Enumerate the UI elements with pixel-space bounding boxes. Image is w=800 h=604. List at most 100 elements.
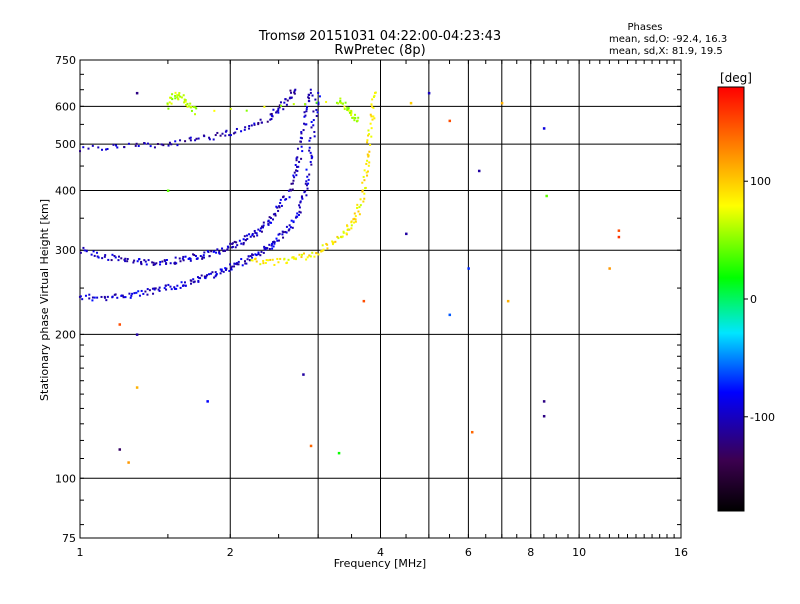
trace-point: [199, 255, 202, 258]
trace-point: [273, 242, 276, 245]
trace-point: [174, 140, 177, 143]
trace-point: [116, 146, 119, 149]
trace-point: [369, 122, 372, 125]
trace-point: [264, 261, 267, 264]
trace-point: [133, 292, 136, 295]
trace-point: [200, 274, 203, 277]
trace-point: [193, 280, 196, 283]
trace-point: [272, 108, 275, 111]
trace-point: [85, 250, 88, 253]
trace-point: [151, 287, 154, 290]
trace-point: [142, 292, 145, 295]
trace-point: [331, 243, 334, 246]
trace-point: [100, 148, 103, 151]
trace-point: [136, 260, 139, 263]
trace-point: [291, 226, 294, 229]
trace-point: [121, 294, 124, 297]
trace-point: [91, 296, 94, 299]
trace-point: [227, 246, 230, 249]
trace-point: [120, 257, 123, 260]
trace-point: [366, 139, 369, 142]
trace-point: [354, 117, 357, 120]
trace-point: [306, 256, 309, 259]
trace-point: [246, 258, 249, 261]
trace-point: [272, 218, 275, 221]
trace-point: [169, 285, 172, 288]
trace-point: [233, 265, 236, 268]
trace-point: [362, 175, 365, 178]
trace-point: [350, 227, 353, 230]
trace-point: [300, 256, 303, 259]
trace-point: [306, 106, 309, 109]
trace-point: [368, 161, 371, 164]
trace-point: [314, 98, 317, 101]
trace-point: [307, 182, 310, 185]
trace-point: [316, 111, 319, 114]
trace-point: [167, 144, 170, 147]
trace-point: [344, 101, 347, 104]
trace-point: [277, 111, 280, 114]
trace-point: [211, 271, 214, 274]
trace-point: [363, 179, 366, 182]
trace-point: [292, 179, 295, 182]
trace-point: [221, 132, 224, 135]
scatter-point: [362, 299, 366, 303]
trace-point: [197, 137, 200, 140]
trace-point: [292, 103, 295, 106]
trace-point: [374, 91, 377, 94]
trace-point: [212, 250, 215, 253]
trace-point: [213, 109, 216, 112]
trace-point: [219, 268, 222, 271]
trace-point: [310, 120, 313, 123]
trace-point: [240, 242, 243, 245]
trace-point: [369, 143, 372, 146]
trace-point: [288, 224, 291, 227]
trace-point: [315, 115, 318, 118]
trace-point: [105, 148, 108, 151]
trace-point: [274, 212, 277, 215]
trace-point: [184, 100, 187, 103]
trace-point: [295, 157, 298, 160]
trace-point: [304, 182, 307, 185]
trace-point: [320, 250, 323, 253]
trace-point: [214, 134, 217, 137]
trace-point: [326, 243, 329, 246]
trace-point: [213, 276, 216, 279]
trace-point: [205, 274, 208, 277]
trace-point: [230, 268, 233, 271]
trace-point: [124, 296, 127, 299]
trace-point: [228, 134, 231, 137]
trace-point: [228, 269, 231, 272]
trace-point: [300, 131, 303, 134]
trace-point: [205, 275, 208, 278]
trace-point: [298, 210, 301, 213]
trace-point: [170, 102, 173, 105]
trace-point: [260, 250, 263, 253]
trace-point: [187, 105, 190, 108]
trace-point: [113, 255, 116, 258]
trace-point: [91, 144, 94, 147]
trace-point: [279, 198, 282, 201]
trace-point: [309, 137, 312, 140]
trace-point: [96, 251, 99, 254]
trace-point: [366, 170, 369, 173]
trace-point: [350, 112, 353, 115]
trace-point: [305, 258, 308, 261]
trace-point: [87, 147, 90, 150]
trace-point: [101, 257, 104, 260]
trace-point: [270, 221, 273, 224]
trace-point: [275, 237, 278, 240]
trace-point: [91, 299, 94, 302]
trace-point: [189, 259, 192, 262]
trace-point: [169, 96, 172, 99]
trace-point: [176, 94, 179, 97]
trace-point: [307, 96, 310, 99]
trace-point: [357, 210, 360, 213]
trace-point: [343, 108, 346, 111]
trace-point: [176, 144, 179, 147]
trace-point: [127, 142, 130, 145]
trace-point: [361, 189, 364, 192]
trace-point: [208, 273, 211, 276]
trace-point: [178, 92, 181, 95]
trace-point: [103, 295, 106, 298]
